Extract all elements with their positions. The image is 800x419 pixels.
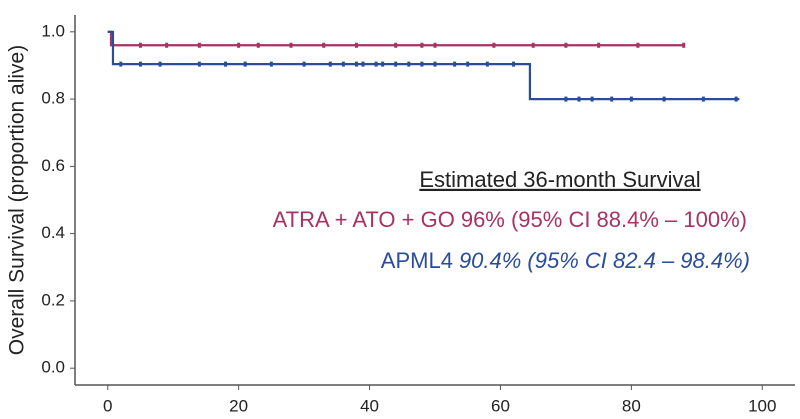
y-tick-label: 0.4 [41, 223, 65, 242]
x-tick-label: 0 [103, 396, 112, 415]
y-tick-label: 0.8 [41, 89, 65, 108]
legend-estimate: 90.4% (95% CI 82.4 – 98.4%) [459, 248, 750, 273]
legend-estimate: 96% (95% CI 88.4% – 100%) [461, 207, 747, 232]
x-tick-label: 20 [229, 396, 248, 415]
legend-label: ATRA + ATO + GO [273, 207, 455, 232]
legend-row: APML4 90.4% (95% CI 82.4 – 98.4%) [381, 248, 750, 273]
y-tick-label: 0.0 [41, 358, 65, 377]
y-axis-label: Overall Survival (proportion alive) [6, 45, 29, 355]
survival-curve [107, 30, 740, 101]
annotation-title: Estimated 36-month Survival [419, 167, 700, 192]
legend-label: APML4 [381, 248, 453, 273]
x-tick-label: 60 [491, 396, 510, 415]
y-tick-label: 0.2 [41, 290, 65, 309]
x-tick-label: 100 [748, 396, 776, 415]
y-tick-label: 0.6 [41, 156, 65, 175]
x-tick-label: 80 [622, 396, 641, 415]
legend-row: ATRA + ATO + GO 96% (95% CI 88.4% – 100%) [273, 207, 747, 232]
x-tick-label: 40 [360, 396, 379, 415]
y-tick-label: 1.0 [41, 21, 65, 40]
